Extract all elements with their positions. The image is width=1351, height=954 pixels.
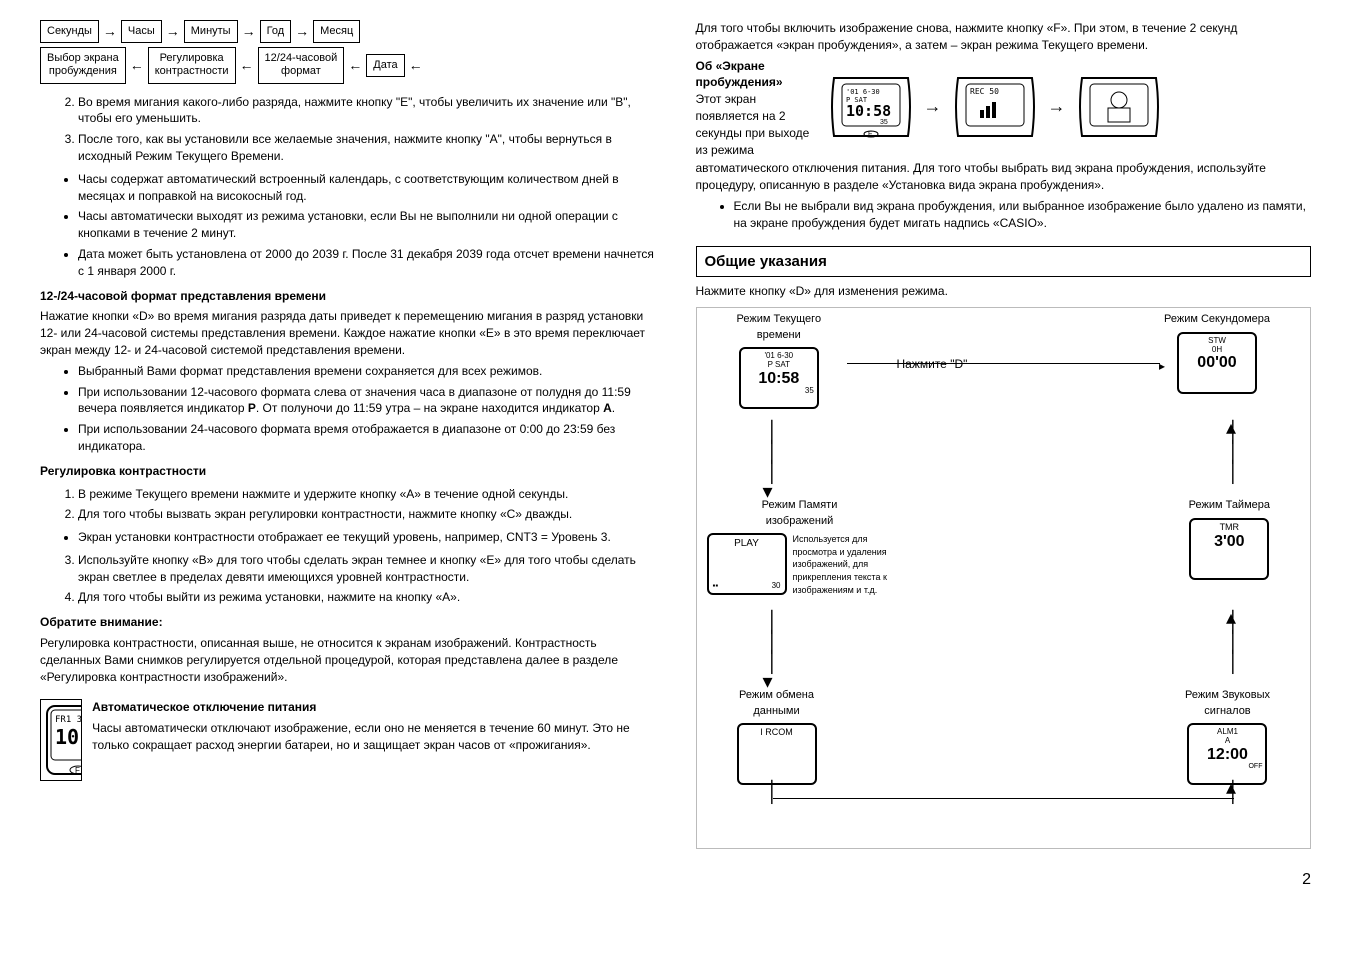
wake-screen-2-icon: REC 50 [950, 74, 1040, 140]
list-item: Дата может быть установлена от 2000 до 2… [78, 246, 656, 280]
mode-stopwatch: Режим Секундомера STW 0H00'00 [1164, 312, 1270, 393]
flow-box: Минуты [184, 20, 238, 43]
list-item: В режиме Текущего времени нажмите и удер… [78, 486, 656, 503]
paragraph: автоматического отключения питания. Для … [696, 160, 1312, 194]
arrow-left-icon: ← [130, 56, 144, 76]
flow-box: Год [260, 20, 292, 43]
right-column: Для того чтобы включить изображение снов… [696, 20, 1312, 892]
list-item: Используйте кнопку «B» для того чтобы сд… [78, 552, 656, 586]
wake-notes: Если Вы не выбрали вид экрана пробуждени… [696, 198, 1312, 232]
wake-screen-3-icon [1074, 74, 1164, 140]
setup-notes: Часы содержат автоматический встроенный … [40, 171, 656, 280]
list-item: Выбранный Вами формат представления врем… [78, 363, 656, 380]
format-notes: Выбранный Вами формат представления врем… [40, 363, 656, 455]
arrow-right-icon: → [166, 22, 180, 42]
paragraph: Нажмите кнопку «D» для изменения режима. [696, 283, 1312, 300]
mode-image-memory: Режим Памяти изображений PLAY▪▪30 Исполь… [707, 498, 893, 596]
list-item: При использовании 12-часового формата сл… [78, 384, 656, 418]
flow-diagram: Секунды → Часы → Минуты → Год → Месяц Вы… [40, 20, 656, 84]
svg-text:10:58: 10:58 [846, 102, 891, 120]
arrow-right-icon: → [103, 22, 117, 42]
contrast-note: Экран установки контрастности отображает… [40, 529, 656, 546]
list-item: При использовании 24-часового формата вр… [78, 421, 656, 455]
arrow-right-icon: → [242, 22, 256, 42]
svg-text:REC 50: REC 50 [970, 87, 999, 96]
arrow-left-icon: ← [409, 56, 423, 76]
mode-timer: Режим Таймера TMR3'00 [1189, 498, 1270, 579]
svg-text:35: 35 [880, 119, 888, 126]
flow-box: 12/24-часовой формат [258, 47, 345, 83]
list-item: Для того чтобы выйти из режима установки… [78, 589, 656, 606]
paragraph: Для того чтобы включить изображение снов… [696, 20, 1312, 54]
auto-off-section: FR1 30 10:58 35 F Автоматическое отключе… [40, 699, 656, 781]
wake-screen-1-icon: '01 6-30 P SAT 10:58 35 F [826, 74, 916, 140]
flow-box: Месяц [313, 20, 360, 43]
arrow-right-icon: → [924, 94, 942, 119]
heading-auto-off: Автоматическое отключение питания [92, 699, 655, 716]
flow-box: Выбор экрана пробуждения [40, 47, 126, 83]
svg-text:'01 6-30: '01 6-30 [846, 88, 880, 96]
watch-screen-icon: FR1 30 10:58 35 F [40, 699, 82, 781]
arrow-left-icon: ← [240, 56, 254, 76]
watch-time: 10:58 [55, 725, 82, 749]
contrast-steps: В режиме Текущего времени нажмите и удер… [40, 486, 656, 524]
note-heading: Обратите внимание: [40, 614, 656, 631]
mode-data-exchange: Режим обмена данными I RCOM [737, 688, 817, 785]
list-item: Для того чтобы вызвать экран регулировки… [78, 506, 656, 523]
note-paragraph: Регулировка контрастности, описанная выш… [40, 635, 656, 685]
paragraph: Часы автоматически отключают изображение… [92, 720, 655, 754]
flow-box: Регулировка контрастности [148, 47, 236, 83]
arrow-right-icon: → [295, 22, 309, 42]
left-column: Секунды → Часы → Минуты → Год → Месяц Вы… [40, 20, 656, 892]
list-item: Во время мигания какого-либо разряда, на… [78, 94, 656, 128]
setup-steps: Во время мигания какого-либо разряда, на… [40, 94, 656, 165]
list-item: После того, как вы установили все желаем… [78, 131, 656, 165]
mode-diagram: Режим Текущего времени '01 6-30 P SAT10:… [696, 307, 1312, 849]
page-number: 2 [696, 869, 1312, 891]
flow-box: Дата [366, 54, 404, 77]
svg-text:F: F [75, 766, 80, 775]
arrow-right-icon: → [1048, 94, 1066, 119]
press-d-label: Нажмите "D" [897, 356, 968, 373]
contrast-steps-2: Используйте кнопку «B» для того чтобы сд… [40, 552, 656, 606]
heading-1224: 12-/24-часовой формат представления врем… [40, 288, 656, 305]
list-item: Если Вы не выбрали вид экрана пробуждени… [734, 198, 1312, 232]
paragraph: Этот экран появляется на 2 секунды при в… [696, 92, 810, 156]
section-general: Общие указания [696, 246, 1312, 277]
list-item: Часы автоматически выходят из режима уст… [78, 208, 656, 242]
list-item: Экран установки контрастности отображает… [78, 529, 656, 546]
list-item: Часы содержат автоматический встроенный … [78, 171, 656, 205]
arrow-left-icon: ← [348, 56, 362, 76]
heading-contrast: Регулировка контрастности [40, 463, 656, 480]
mode-current-time: Режим Текущего времени '01 6-30 P SAT10:… [737, 312, 822, 409]
heading-wakeup: Об «Экране пробуждения» [696, 58, 816, 92]
paragraph: Нажатие кнопки «D» во время мигания разр… [40, 308, 656, 358]
flow-box: Часы [121, 20, 162, 43]
mode-alarms: Режим Звуковых сигналов ALM1 A12:00OFF [1185, 688, 1270, 785]
svg-text:F: F [868, 131, 872, 138]
flow-box: Секунды [40, 20, 99, 43]
watch-line1: FR1 30 [55, 715, 82, 725]
wakeup-screens: '01 6-30 P SAT 10:58 35 F → REC 50 → [826, 64, 1164, 151]
